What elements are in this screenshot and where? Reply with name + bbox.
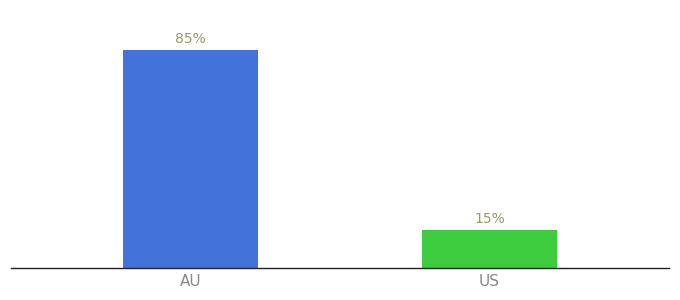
Bar	[123, 50, 258, 268]
Bar	[422, 230, 557, 268]
Text: 15%: 15%	[474, 212, 505, 226]
Text: 85%: 85%	[175, 32, 206, 46]
